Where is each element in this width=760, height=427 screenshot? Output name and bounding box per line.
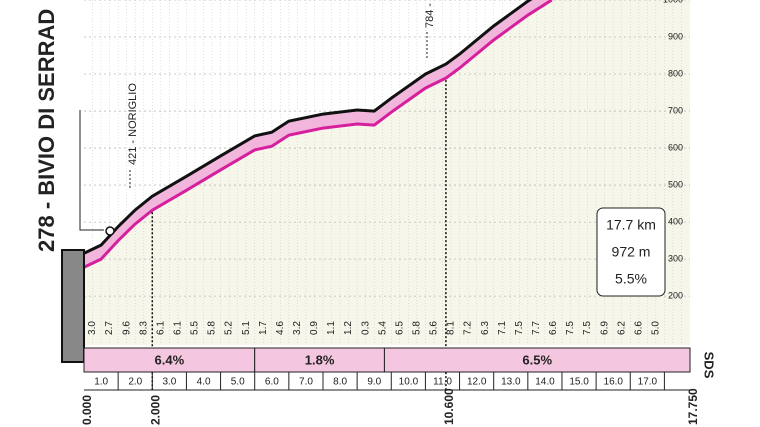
profile-band (84, 0, 552, 268)
annotation: 421 - NORIGLIO (127, 83, 139, 165)
x-tick-label: 7.0 (299, 377, 313, 388)
x-tick-label: 1.0 (94, 377, 108, 388)
x-tick-label: 9.0 (367, 377, 381, 388)
gradient-label: 5.4 (377, 321, 388, 335)
climb-title: 278 - BIVIO DI SERRAD (34, 9, 59, 252)
gradient-label: 5.1 (241, 321, 252, 335)
y-tick-label: 200 (668, 291, 683, 301)
landmark-dot (105, 226, 115, 236)
y-tick-label: 400 (668, 216, 683, 226)
distance-label: 17.750 (686, 388, 700, 425)
annotation: 784 - (424, 3, 436, 28)
profile-line (83, 0, 553, 269)
gradient-label: 8.3 (138, 321, 149, 335)
x-tick-label: 5.0 (231, 377, 245, 388)
gradient-label: 1.2 (343, 321, 354, 335)
y-tick-label: 600 (668, 142, 683, 152)
gradient-label: 6.3 (480, 321, 491, 335)
distance-label: 2.000 (148, 395, 162, 425)
gradient-label: 5.0 (650, 321, 661, 335)
gradient-label: 7.5 (514, 321, 525, 335)
x-tick-label: 14.0 (535, 377, 555, 388)
x-tick-label: 16.0 (604, 377, 624, 388)
x-tick-label: 10.0 (399, 377, 419, 388)
leader-line (79, 110, 104, 231)
gradient-label: 5.2 (224, 321, 235, 335)
gradient-label: 6.5 (394, 321, 405, 335)
gradient-label: 0.3 (360, 321, 371, 335)
brand: SDS (702, 352, 717, 379)
gradient-label: 6.6 (633, 321, 644, 335)
y-tick-label: 800 (668, 68, 683, 78)
gradient-label: 9.6 (121, 321, 132, 335)
x-tick-label: 2.0 (128, 377, 142, 388)
gradient-label: 5.6 (429, 321, 440, 335)
gradient-label: 4.6 (275, 321, 286, 335)
segment-label: 6.5% (522, 352, 552, 367)
gradient-label: 7.5 (582, 321, 593, 335)
x-tick-label: 11.0 (433, 377, 452, 388)
y-tick-label: 300 (668, 253, 683, 263)
plot (83, 0, 690, 345)
distance-label: 0.000 (80, 395, 94, 425)
gradient-label: 8.1 (446, 321, 457, 335)
summary-box (596, 207, 666, 297)
gradient-label: 6.6 (548, 321, 559, 335)
gradient-label: 7.5 (565, 321, 576, 335)
gradient-label: 3.2 (292, 321, 303, 335)
x-tick-label: 6.0 (265, 377, 279, 388)
gradient-label: 5.5 (190, 321, 201, 335)
x-tick-label: 13.0 (501, 377, 521, 388)
start-wall (61, 249, 85, 363)
y-tick-label: 700 (668, 105, 683, 115)
x-tick-label: 4.0 (197, 377, 211, 388)
gradient-label: 7.7 (531, 321, 542, 335)
y-tick-label: 1000 (663, 0, 683, 4)
gradient-label: 0.9 (309, 321, 320, 335)
gradient-label: 1.1 (326, 321, 337, 335)
profile-top (83, 0, 533, 255)
gradient-label: 6.1 (173, 321, 184, 335)
x-tick-label: 3.0 (162, 377, 176, 388)
segment-label: 6.4% (155, 352, 185, 367)
gradient-label: 3.0 (87, 321, 98, 335)
gradient-label: 6.9 (599, 321, 610, 335)
y-tick-label: 500 (668, 179, 683, 189)
gradient-label: 5.8 (207, 321, 218, 335)
gradient-label: 7.2 (463, 321, 474, 335)
gradient-label: 7.1 (497, 321, 508, 335)
segment-label: 1.8% (305, 352, 335, 367)
segment (83, 347, 256, 373)
summary-distance: 17.7 km (606, 217, 656, 233)
x-tick-label: 15.0 (569, 377, 589, 388)
gradient-label: 1.7 (258, 321, 269, 335)
x-tick-label: 17.0 (638, 377, 658, 388)
x-tick-label: 12.0 (467, 377, 487, 388)
gradient-label: 6.1 (155, 321, 166, 335)
segment (383, 347, 691, 373)
y-tick-label: 900 (668, 31, 683, 41)
summary-climb: 972 m (612, 244, 651, 260)
distance-label: 10.600 (442, 388, 456, 425)
summary-gradient: 5.5% (615, 271, 647, 287)
gradient-label: 5.8 (412, 321, 423, 335)
x-tick-label: 8.0 (333, 377, 347, 388)
gradient-label: 6.2 (616, 321, 627, 335)
gradient-label: 2.7 (104, 321, 115, 335)
